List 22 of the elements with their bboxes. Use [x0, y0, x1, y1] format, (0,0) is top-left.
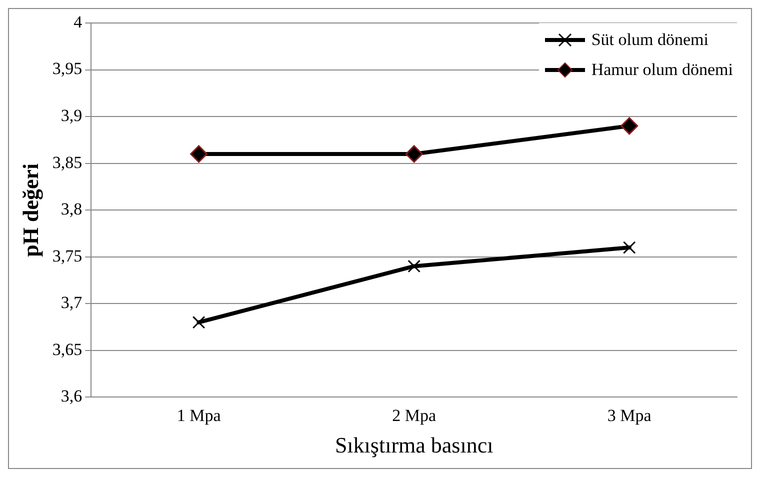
- y-tick-label: 3,8: [60, 200, 82, 219]
- y-tick-label: 3,75: [52, 246, 82, 266]
- point: [622, 241, 636, 254]
- point: [408, 260, 420, 273]
- point: [192, 316, 206, 329]
- x-tick-label: 3 Mpa: [607, 406, 652, 425]
- y-axis-title: pH değeri: [18, 163, 43, 257]
- y-tick-label: 4: [74, 12, 83, 32]
- y-tick-label: 3,6: [60, 386, 82, 406]
- y-tick-label: 3,95: [52, 59, 82, 78]
- legend-label: Hamur olum dönemi: [591, 60, 733, 80]
- y-tick-label: 3,7: [60, 293, 83, 312]
- point: [405, 145, 423, 163]
- y-tick-label: 3,9: [60, 106, 82, 126]
- point: [620, 117, 638, 135]
- y-tick-label: 3,65: [52, 340, 82, 359]
- y-tick-label: 3,85: [52, 152, 82, 172]
- x-tick-label: 2 Mpa: [392, 406, 436, 425]
- legend-label: Süt olum dönemi: [591, 30, 708, 50]
- x-tick-label: 1 Mpa: [176, 406, 222, 425]
- point: [190, 145, 208, 163]
- x-axis-title: Sıkıştırma basıncı: [334, 432, 494, 458]
